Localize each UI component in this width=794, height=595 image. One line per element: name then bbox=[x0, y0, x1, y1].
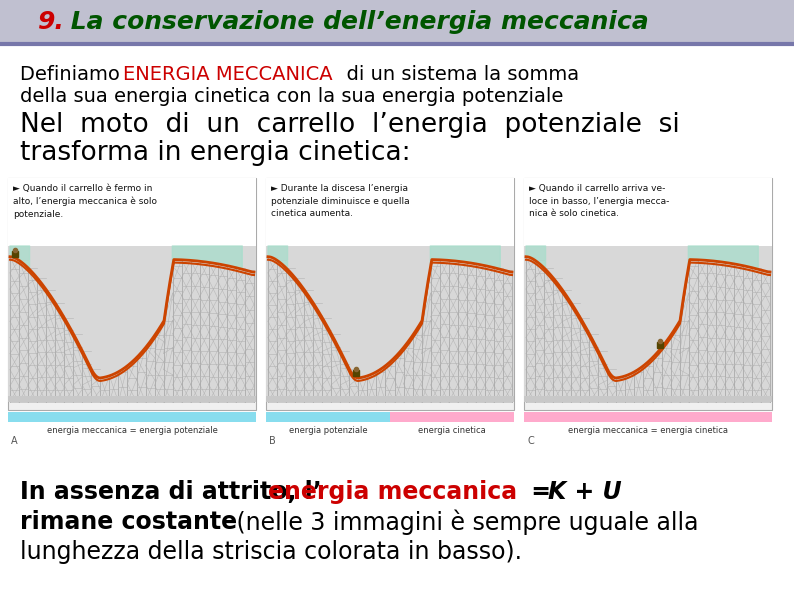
Text: ► Quando il carrello arriva ve-
loce in basso, l’energia mecca-
nica è solo cine: ► Quando il carrello arriva ve- loce in … bbox=[529, 184, 669, 218]
Text: ENERGIA MECCANICA: ENERGIA MECCANICA bbox=[123, 65, 333, 84]
Bar bbox=[266, 396, 514, 402]
Text: ► Durante la discesa l’energia
potenziale diminuisce e quella
cinetica aumenta.: ► Durante la discesa l’energia potenzial… bbox=[271, 184, 410, 218]
Bar bbox=[524, 412, 772, 422]
Bar bbox=[8, 246, 256, 402]
Text: In assenza di attrito, l’: In assenza di attrito, l’ bbox=[20, 480, 322, 504]
Text: lunghezza della striscia colorata in basso).: lunghezza della striscia colorata in bas… bbox=[20, 540, 522, 564]
Bar bbox=[8, 412, 256, 422]
Bar bbox=[524, 178, 772, 246]
Text: energia potenziale: energia potenziale bbox=[289, 426, 368, 435]
Bar bbox=[266, 178, 514, 246]
Text: B: B bbox=[269, 436, 276, 446]
Text: ► Quando il carrello è fermo in
alto, l’energia meccanica è solo
potenziale.: ► Quando il carrello è fermo in alto, l’… bbox=[13, 184, 157, 219]
Bar bbox=[524, 396, 772, 402]
Text: energia meccanica = energia potenziale: energia meccanica = energia potenziale bbox=[47, 426, 218, 435]
Text: energia meccanica = energia cinetica: energia meccanica = energia cinetica bbox=[568, 426, 728, 435]
Bar bbox=[8, 178, 256, 246]
Bar bbox=[390, 412, 514, 422]
Text: (nelle 3 immagini è sempre uguale alla: (nelle 3 immagini è sempre uguale alla bbox=[229, 509, 699, 535]
Text: rimane costante: rimane costante bbox=[20, 510, 237, 534]
Bar bbox=[266, 412, 390, 422]
Text: della sua energia cinetica con la sua energia potenziale: della sua energia cinetica con la sua en… bbox=[20, 87, 564, 107]
Bar bbox=[524, 246, 772, 402]
Text: K + U: K + U bbox=[548, 480, 622, 504]
Text: Nel  moto  di  un  carrello  l’energia  potenziale  si: Nel moto di un carrello l’energia potenz… bbox=[20, 112, 680, 138]
Text: C: C bbox=[527, 436, 534, 446]
Text: A: A bbox=[11, 436, 17, 446]
Text: =: = bbox=[523, 480, 559, 504]
Text: energia meccanica: energia meccanica bbox=[268, 480, 517, 504]
Bar bbox=[524, 178, 772, 410]
Bar bbox=[8, 178, 256, 410]
Text: trasforma in energia cinetica:: trasforma in energia cinetica: bbox=[20, 140, 410, 166]
Bar bbox=[266, 246, 514, 402]
Text: di un sistema la somma: di un sistema la somma bbox=[334, 65, 579, 84]
Bar bbox=[8, 396, 256, 402]
Text: energia cinetica: energia cinetica bbox=[418, 426, 486, 435]
Text: La conservazione dell’energia meccanica: La conservazione dell’energia meccanica bbox=[62, 10, 649, 34]
Bar bbox=[0, 0, 794, 42]
Text: 9.: 9. bbox=[38, 10, 65, 34]
Text: Definiamo: Definiamo bbox=[20, 65, 126, 84]
Bar bbox=[266, 178, 514, 410]
